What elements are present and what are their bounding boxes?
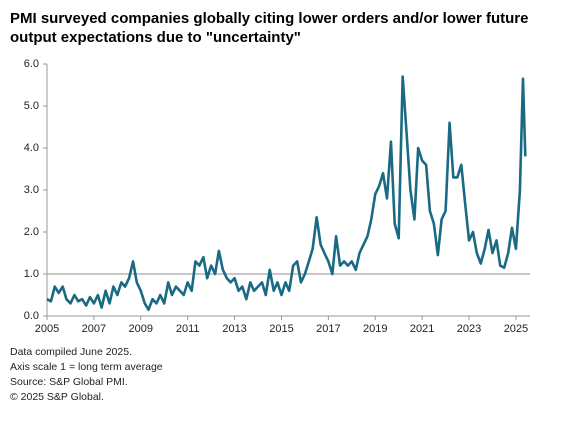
x-tick-label: 2025 <box>504 323 528 335</box>
x-tick-label: 2011 <box>176 323 200 335</box>
y-tick-label: 2.0 <box>24 226 39 238</box>
footnote: Axis scale 1 = long term average <box>10 361 163 373</box>
y-tick-label: 5.0 <box>24 100 39 112</box>
x-tick-label: 2017 <box>316 323 340 335</box>
x-tick-label: 2005 <box>35 323 59 335</box>
y-tick-label: 3.0 <box>24 184 39 196</box>
footnote: Source: S&P Global PMI. <box>10 376 128 388</box>
x-tick-label: 2023 <box>457 323 481 335</box>
x-tick-label: 2013 <box>222 323 246 335</box>
x-tick-label: 2007 <box>82 323 106 335</box>
y-tick-label: 6.0 <box>24 58 39 70</box>
x-tick-label: 2015 <box>269 323 293 335</box>
x-tick-label: 2021 <box>410 323 434 335</box>
footnote: Data compiled June 2025. <box>10 346 132 358</box>
x-tick-label: 2009 <box>129 323 153 335</box>
y-tick-label: 4.0 <box>24 142 39 154</box>
line-series <box>46 75 527 311</box>
footnote: © 2025 S&P Global. <box>10 391 104 403</box>
y-tick-label: 0.0 <box>24 310 39 322</box>
chart-title: output expectations due to "uncertainty" <box>10 29 301 46</box>
chart-title: PMI surveyed companies globally citing l… <box>10 10 528 27</box>
x-tick-label: 2019 <box>363 323 387 335</box>
y-tick-label: 1.0 <box>24 268 39 280</box>
